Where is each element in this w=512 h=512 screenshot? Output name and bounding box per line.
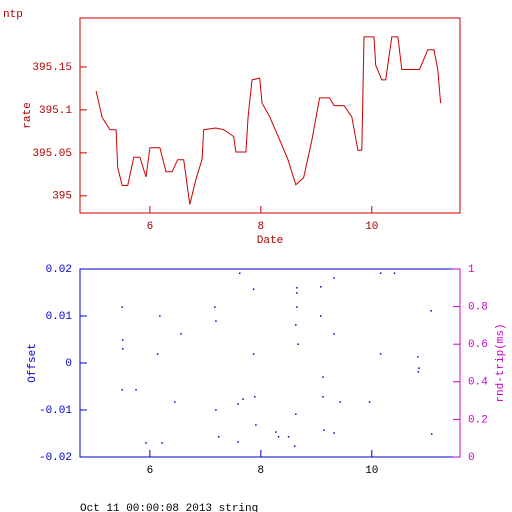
y-tick-label: 395 [52, 191, 72, 203]
y2-tick-label: 0.8 [468, 302, 488, 314]
y2-tick-label: 0.2 [468, 414, 488, 426]
data-point [320, 315, 322, 317]
data-point [287, 436, 290, 438]
data-point [253, 396, 256, 398]
data-point [322, 396, 324, 398]
data-point [135, 389, 137, 391]
data-point [277, 436, 280, 438]
data-point [417, 356, 419, 358]
data-point [180, 333, 182, 335]
data-point [430, 310, 432, 312]
data-point [237, 441, 239, 443]
data-point [156, 353, 159, 355]
y-tick-label: -0.02 [39, 452, 72, 464]
y-axis-label: Offset [27, 343, 39, 383]
x-tick-label: 6 [147, 465, 154, 477]
data-point [145, 442, 147, 444]
data-point [121, 348, 124, 350]
y2-tick-label: 1 [468, 264, 475, 276]
x-tick-label: 8 [258, 221, 265, 233]
data-point [379, 353, 382, 355]
data-point [215, 409, 217, 411]
y2-tick-label: 0.6 [468, 339, 488, 351]
data-point [368, 401, 371, 403]
data-point [275, 431, 277, 433]
data-point [393, 272, 396, 274]
data-point [252, 288, 255, 290]
data-point [333, 333, 335, 335]
x-axis-label: Date [257, 235, 283, 247]
y2-axis-label: rnd-trip(ms) [495, 323, 507, 402]
y2-tick-label: 0 [468, 452, 475, 464]
data-point [322, 376, 324, 378]
x-tick-label: 8 [258, 465, 265, 477]
y-tick-label: 0.02 [46, 264, 72, 276]
y-tick-label: 0.01 [46, 311, 73, 323]
data-point [339, 401, 341, 403]
data-point [293, 445, 296, 447]
y-tick-label: 0 [65, 358, 72, 370]
y-axis-label: rate [22, 102, 34, 128]
data-point [159, 315, 161, 317]
chart-title: ntp [3, 9, 23, 21]
plot-frame [79, 268, 461, 458]
data-point [320, 286, 322, 288]
footer: Oct 11 00:00:08 2013 string [80, 503, 258, 512]
data-point [255, 424, 257, 426]
data-point [379, 272, 382, 274]
data-point [418, 367, 420, 369]
data-point [430, 433, 433, 435]
data-point [333, 432, 335, 434]
data-point [214, 306, 216, 308]
data-point [237, 403, 239, 405]
data-point [217, 436, 220, 438]
data-line [95, 36, 442, 205]
data-point [323, 429, 325, 431]
data-point [417, 371, 420, 373]
data-point [121, 339, 124, 341]
x-tick-label: 6 [147, 221, 154, 233]
data-point [297, 343, 299, 345]
data-point [121, 389, 123, 391]
data-point [333, 277, 335, 279]
x-tick-label: 10 [365, 221, 378, 233]
y2-tick-label: 0.4 [468, 377, 488, 389]
data-point [296, 306, 298, 308]
data-point [239, 272, 241, 274]
data-point [161, 442, 163, 444]
data-point [295, 413, 297, 415]
data-point [121, 306, 123, 308]
data-point [296, 292, 298, 294]
data-point [296, 287, 298, 289]
x-tick-label: 10 [365, 465, 378, 477]
data-point [215, 320, 217, 322]
plot-frame [79, 17, 461, 214]
y-tick-label: 395.05 [32, 148, 72, 160]
data-point [252, 353, 255, 355]
data-point [295, 324, 297, 326]
y-tick-label: -0.01 [39, 405, 72, 417]
data-point [174, 401, 176, 403]
y-tick-label: 395.1 [39, 105, 72, 117]
data-point [242, 398, 244, 400]
y-tick-label: 395.15 [32, 62, 72, 74]
